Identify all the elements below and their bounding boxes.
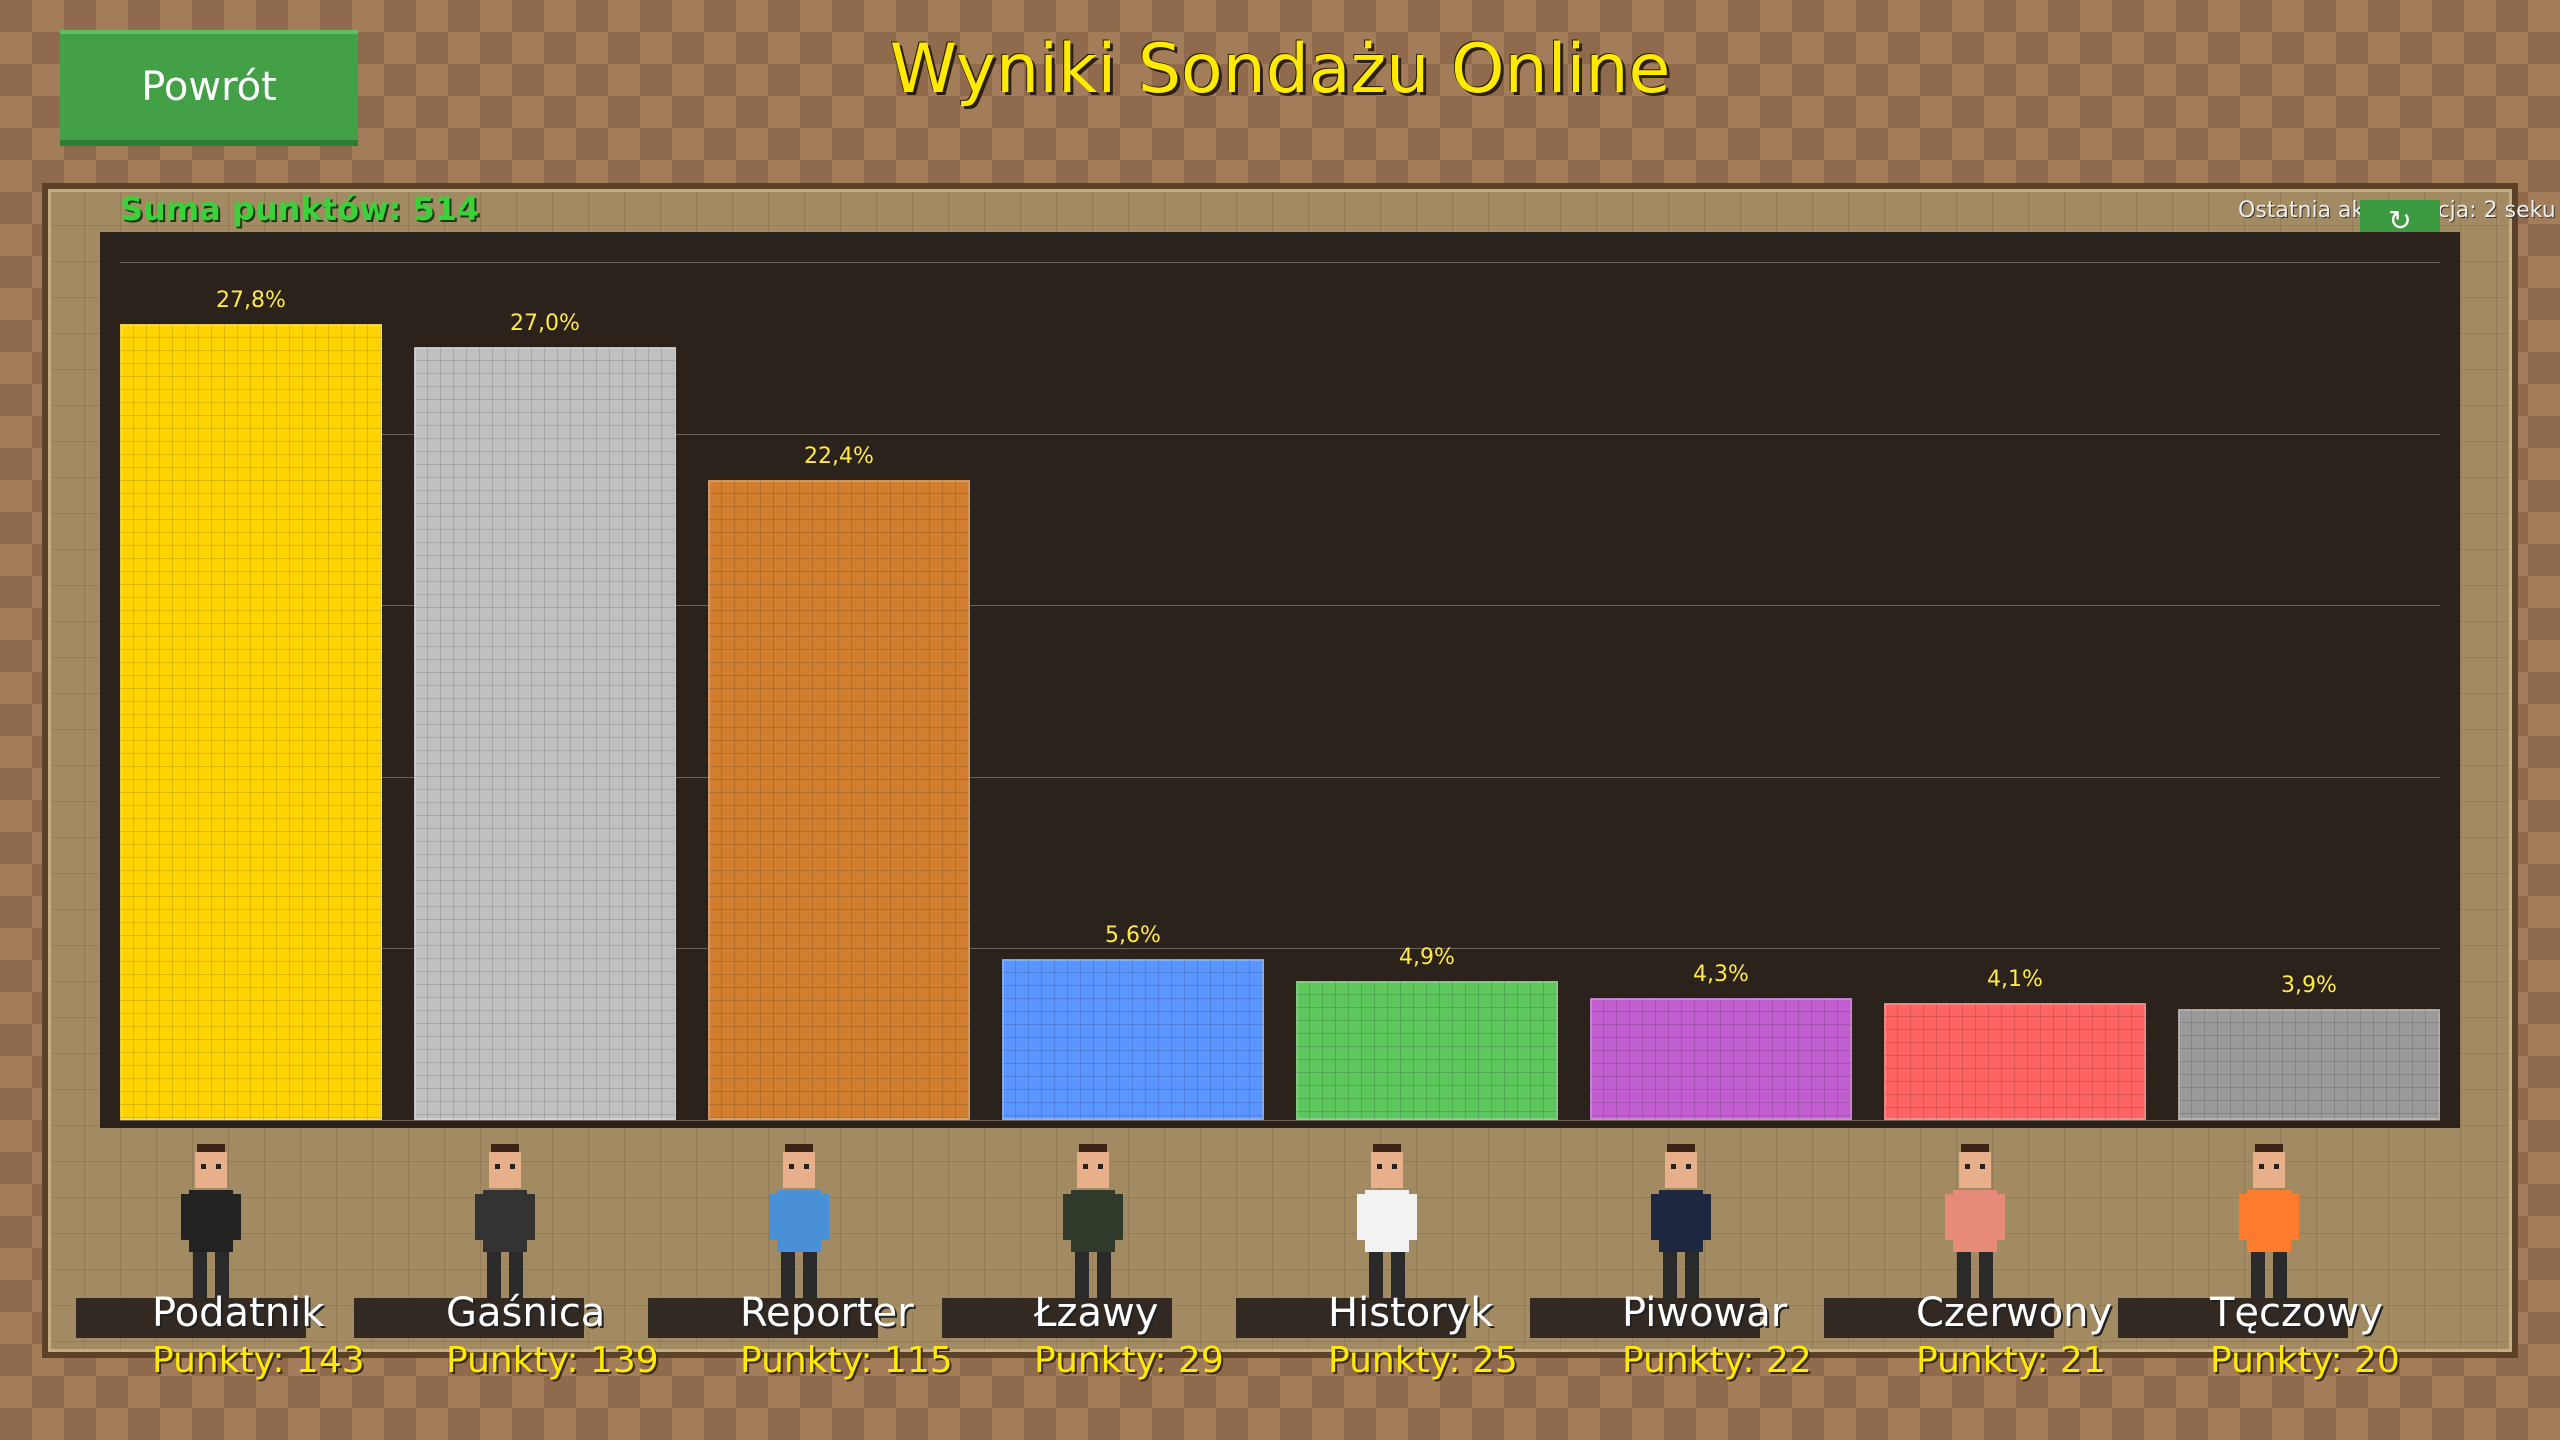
candidate-name: Podatnik	[152, 1290, 325, 1336]
bar-4	[1296, 980, 1558, 1120]
candidate-name: Piwowar	[1622, 1290, 1788, 1336]
name-plate	[1824, 1298, 2054, 1338]
candidate-points: Punkty: 22	[1622, 1340, 1812, 1381]
bar-percent-label: 4,3%	[1693, 961, 1749, 987]
bar-2	[708, 480, 970, 1120]
bar-percent-label: 27,8%	[216, 288, 286, 314]
name-plate	[1236, 1298, 1466, 1338]
candidate-points: Punkty: 20	[2210, 1340, 2400, 1381]
character-avatar	[2239, 1144, 2299, 1308]
character-avatar	[1945, 1144, 2005, 1308]
total-points: Suma punktów: 514	[120, 190, 480, 228]
character-avatar	[1357, 1144, 1417, 1308]
candidate-points: Punkty: 29	[1034, 1340, 1224, 1381]
bar-percent-label: 4,9%	[1399, 944, 1455, 970]
name-plate	[76, 1298, 306, 1338]
candidate-points: Punkty: 25	[1328, 1340, 1518, 1381]
page-title: Wyniki Sondażu Online	[889, 30, 1671, 109]
character-avatar	[1063, 1144, 1123, 1308]
gridline	[120, 776, 2440, 778]
gridline	[120, 948, 2440, 950]
bar-0	[120, 324, 382, 1120]
name-plate	[942, 1298, 1172, 1338]
candidate-name: Czerwony	[1916, 1290, 2113, 1336]
gridline	[120, 262, 2440, 263]
bar-percent-label: 3,9%	[2281, 972, 2337, 998]
name-plate	[1530, 1298, 1760, 1338]
name-plate	[648, 1298, 878, 1338]
bar-chart: 27,8% 27,0% 22,4% 5,6% 4,9% 4,3% 4,1% 3,9%	[100, 232, 2460, 1128]
gridline	[120, 1120, 2440, 1121]
bar-percent-label: 4,1%	[1987, 967, 2043, 993]
character-avatar	[769, 1144, 829, 1308]
candidate-name: Historyk	[1328, 1290, 1494, 1336]
character-avatar	[475, 1144, 535, 1308]
gridline	[120, 605, 2440, 607]
candidate-points: Punkty: 115	[740, 1340, 953, 1381]
candidate-name: Reporter	[740, 1290, 914, 1336]
bar-1	[414, 346, 676, 1120]
character-avatar	[1651, 1144, 1711, 1308]
candidate-name: Gaśnica	[446, 1290, 606, 1336]
bar-percent-label: 5,6%	[1105, 922, 1161, 948]
bar-6	[1884, 1003, 2146, 1120]
gridline	[120, 433, 2440, 435]
name-plate	[2118, 1298, 2348, 1338]
candidate-name: Łzawy	[1034, 1290, 1159, 1336]
candidate-name: Tęczowy	[2210, 1290, 2383, 1336]
bar-7	[2178, 1008, 2440, 1120]
candidate-points: Punkty: 21	[1916, 1340, 2106, 1381]
candidate-points: Punkty: 139	[446, 1340, 659, 1381]
name-plate	[354, 1298, 584, 1338]
character-avatar	[181, 1144, 241, 1308]
bar-5	[1590, 997, 1852, 1120]
candidate-points: Punkty: 143	[152, 1340, 365, 1381]
back-button[interactable]: Powrót	[60, 30, 358, 146]
bar-percent-label: 27,0%	[510, 310, 580, 336]
bar-3	[1002, 958, 1264, 1120]
bar-percent-label: 22,4%	[804, 444, 874, 470]
refresh-icon: ↻	[2388, 203, 2412, 237]
